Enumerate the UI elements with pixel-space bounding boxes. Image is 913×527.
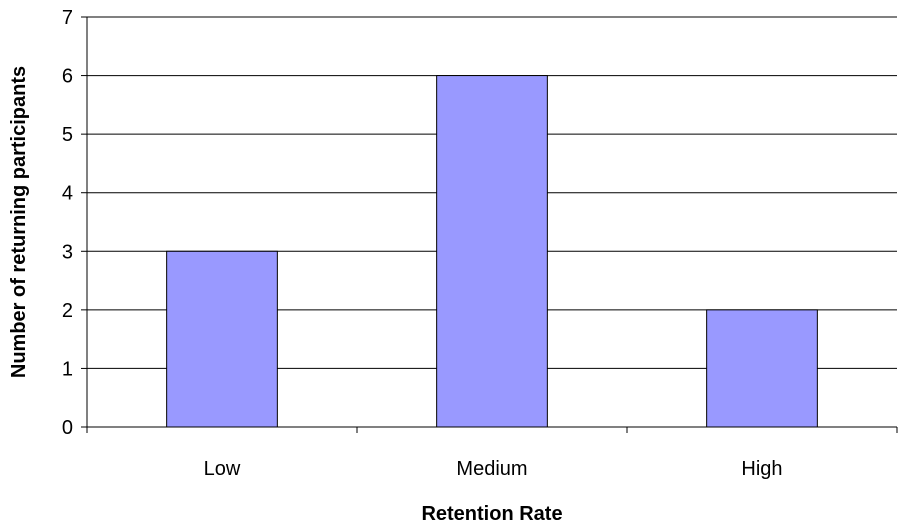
bar-high bbox=[706, 309, 818, 428]
y-tick-label: 3 bbox=[62, 241, 73, 263]
y-tick-label: 7 bbox=[62, 7, 73, 29]
y-tick-label: 0 bbox=[62, 417, 73, 439]
x-tick-labels: Low Medium High bbox=[204, 458, 783, 480]
y-tick-label: 6 bbox=[62, 66, 73, 88]
x-tick-label: Medium bbox=[456, 458, 527, 480]
x-tick-label: High bbox=[741, 458, 782, 480]
bar-low bbox=[166, 250, 278, 428]
y-tick-labels: 0 1 2 3 4 5 6 7 bbox=[62, 7, 73, 439]
bars bbox=[166, 75, 818, 428]
axes bbox=[81, 16, 898, 433]
y-axis-title: Number of returning participants bbox=[8, 66, 30, 378]
y-tick-label: 2 bbox=[62, 300, 73, 322]
y-tick-label: 1 bbox=[62, 358, 73, 380]
y-tick-label: 5 bbox=[62, 124, 73, 146]
bar-medium bbox=[436, 75, 548, 428]
y-tick-label: 4 bbox=[62, 183, 73, 205]
x-axis-title: Retention Rate bbox=[421, 503, 562, 525]
x-tick-label: Low bbox=[204, 458, 241, 480]
